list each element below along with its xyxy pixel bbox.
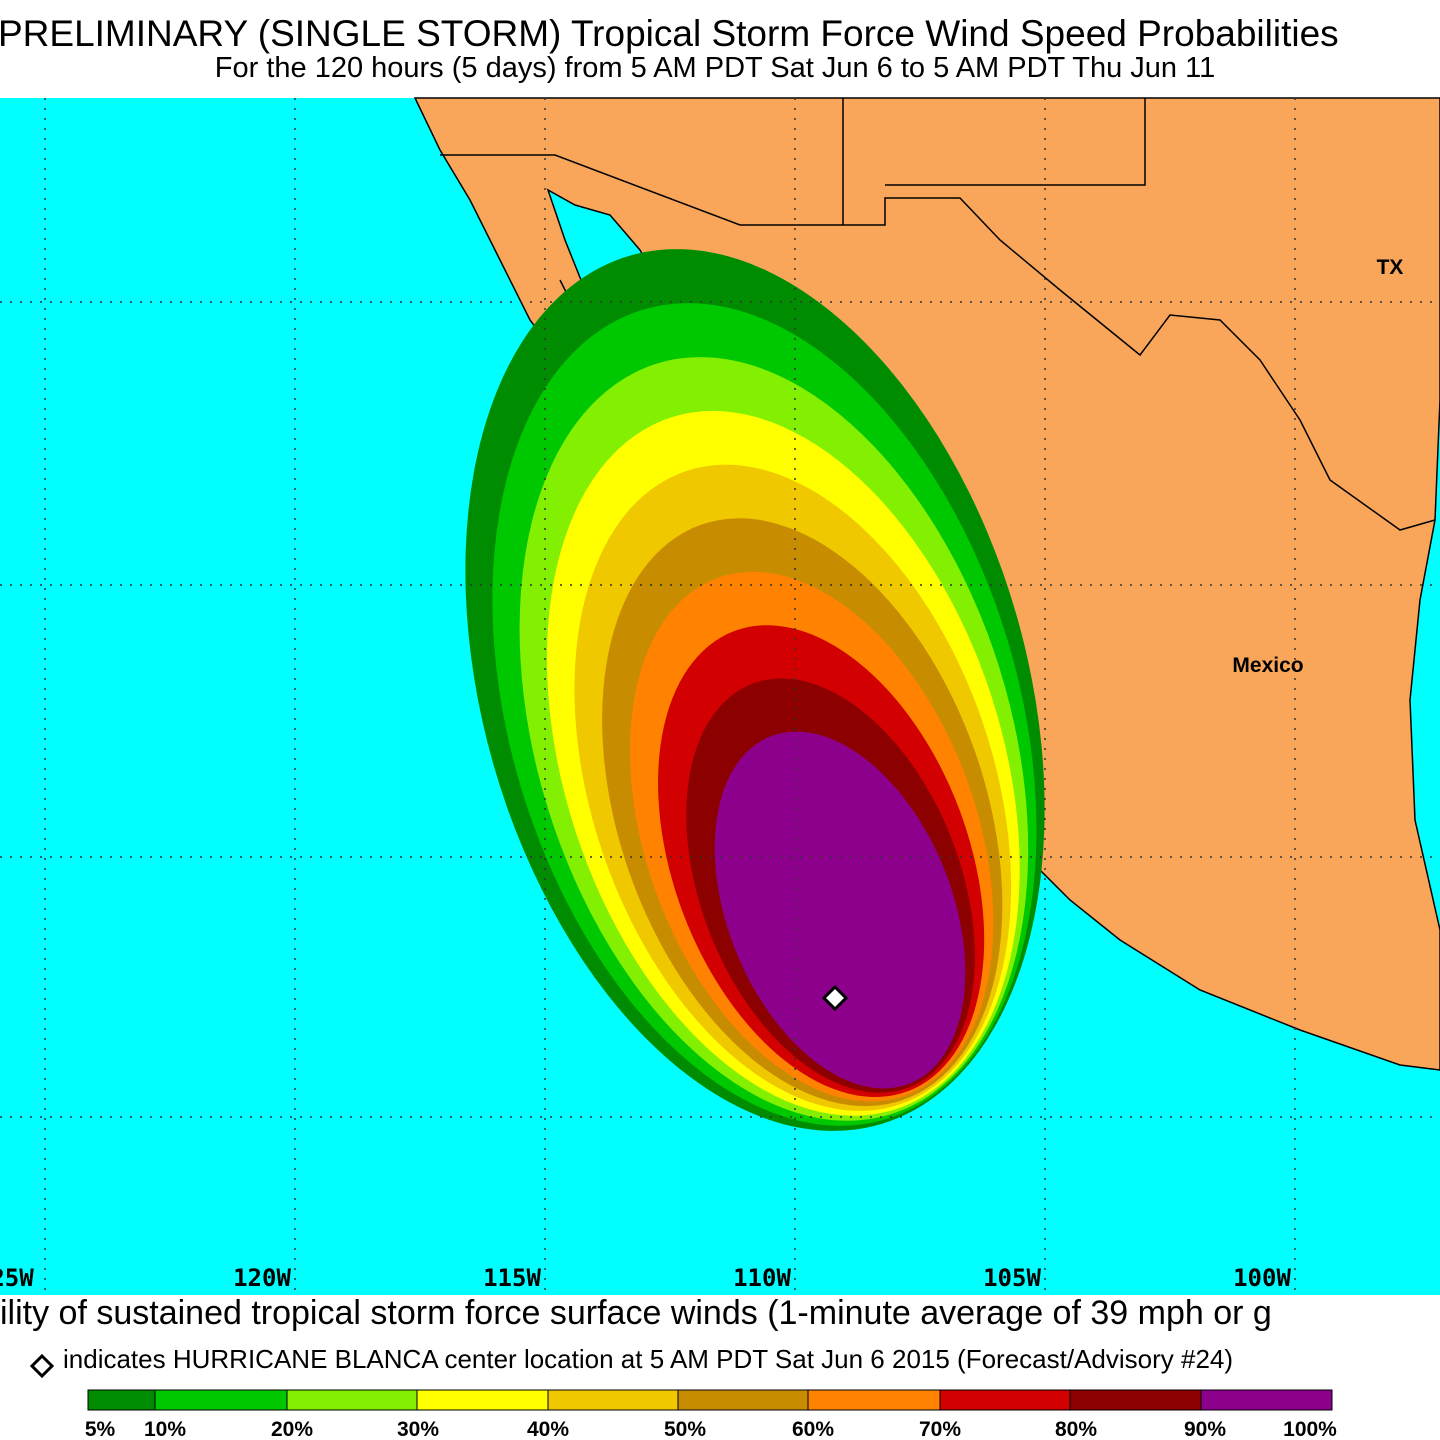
legend-label: 20% [271,1418,313,1440]
grid [0,98,1440,1295]
legend-label: 50% [664,1418,706,1440]
legend-label: 90% [1184,1418,1226,1440]
longitude-labels: 25W 120W 115W 110W 105W 100W [0,1264,1291,1292]
legend-swatch [939,1389,1071,1411]
border [440,154,1436,531]
longitude-label: 25W [0,1264,34,1292]
caption: ility of sustained tropical storm force … [0,1294,1272,1332]
subtitle: For the 120 hours (5 days) from 5 AM PDT… [215,52,1215,84]
probability-band [714,731,966,1089]
map: TX Mexico [0,97,1440,1295]
legend-label: 40% [527,1418,569,1440]
storm-center [821,984,849,1012]
legend-label: 10% [144,1418,186,1440]
legend: 5% 10% 20% 30% 40% 50% 60% 70% 80% 90% 100% [85,1389,1337,1440]
legend-swatch [677,1389,809,1411]
legend-label: 30% [397,1418,439,1440]
marker-icon [29,1353,55,1379]
legend-swatch [807,1389,941,1411]
border [842,98,1146,225]
longitude-label: 120W [233,1264,291,1292]
legend-swatch [1200,1389,1333,1411]
legend-swatch [416,1389,549,1411]
longitude-label: 100W [1233,1264,1291,1292]
marker-note: indicates HURRICANE BLANCA center locati… [63,1344,1233,1374]
longitude-label: 115W [483,1264,541,1292]
probability-contours [465,249,1045,1131]
legend-label: 5% [85,1418,116,1440]
place-label: Mexico [1232,654,1303,677]
legend-swatch [87,1389,156,1411]
legend-label: 60% [792,1418,834,1440]
longitude-label: 110W [733,1264,791,1292]
legend-swatch [1069,1389,1202,1411]
title: PRELIMINARY (SINGLE STORM) Tropical Stor… [0,13,1339,54]
legend-label: 70% [919,1418,961,1440]
legend-swatch [286,1389,418,1411]
legend-swatch [154,1389,288,1411]
longitude-label: 105W [983,1264,1041,1292]
legend-swatch [547,1389,679,1411]
legend-label: 100% [1283,1418,1337,1440]
legend-label: 80% [1055,1418,1097,1440]
place-label: TX [1377,256,1404,279]
